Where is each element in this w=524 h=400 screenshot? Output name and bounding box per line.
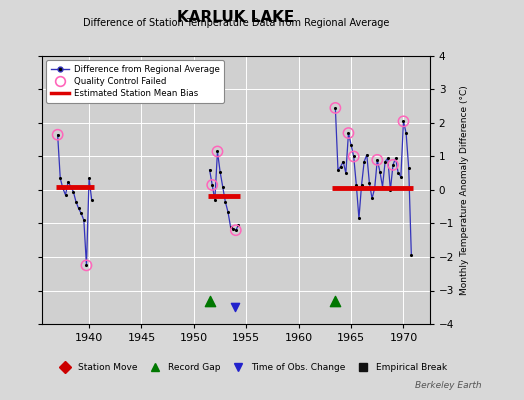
Legend: Station Move, Record Gap, Time of Obs. Change, Empirical Break: Station Move, Record Gap, Time of Obs. C…	[53, 361, 450, 375]
Point	[365, 180, 374, 186]
Point	[397, 173, 405, 180]
Point	[229, 225, 237, 232]
Text: Difference of Station Temperature Data from Regional Average: Difference of Station Temperature Data f…	[83, 18, 389, 28]
Point	[72, 198, 80, 205]
Point	[56, 175, 64, 182]
Point	[208, 182, 216, 188]
Point	[64, 178, 72, 185]
Legend: Difference from Regional Average, Quality Control Failed, Estimated Station Mean: Difference from Regional Average, Qualit…	[46, 60, 224, 103]
Text: Berkeley Earth: Berkeley Earth	[416, 381, 482, 390]
Point	[88, 197, 96, 203]
Point	[347, 142, 355, 148]
Point	[53, 132, 62, 138]
Point	[232, 227, 240, 233]
Point	[85, 175, 93, 182]
Point	[399, 118, 408, 124]
Point	[334, 167, 342, 173]
Point	[391, 155, 400, 161]
Point	[384, 155, 392, 161]
Point	[219, 184, 227, 190]
Point	[213, 148, 222, 155]
Point	[381, 158, 389, 165]
Point	[80, 217, 88, 223]
Point	[234, 222, 243, 228]
Point	[74, 205, 83, 212]
Point	[216, 168, 224, 175]
Point	[386, 187, 395, 193]
Point	[224, 208, 232, 215]
Point	[59, 185, 67, 192]
Point	[368, 195, 376, 202]
Point	[331, 297, 340, 304]
Point	[357, 182, 366, 188]
Point	[53, 132, 62, 138]
Point	[336, 163, 345, 170]
Point	[213, 148, 222, 155]
Point	[344, 130, 353, 136]
Point	[399, 118, 408, 124]
Point	[205, 297, 214, 304]
Point	[82, 262, 91, 268]
Point	[331, 105, 340, 111]
Point	[394, 170, 402, 176]
Point	[389, 162, 397, 168]
Point	[405, 165, 413, 172]
Point	[231, 304, 239, 310]
Point	[232, 227, 240, 233]
Point	[344, 130, 353, 136]
Point	[82, 262, 91, 268]
Point	[69, 188, 78, 195]
Point	[77, 210, 85, 217]
Point	[221, 198, 230, 205]
Point	[376, 168, 384, 175]
Point	[389, 162, 397, 168]
Point	[378, 184, 387, 190]
Point	[339, 158, 347, 165]
Point	[61, 192, 70, 198]
Point	[205, 167, 214, 173]
Point	[211, 197, 219, 203]
Point	[363, 152, 371, 158]
Point	[226, 224, 235, 230]
Point	[373, 157, 381, 163]
Point	[208, 182, 216, 188]
Point	[402, 130, 410, 136]
Point	[67, 184, 75, 190]
Point	[355, 215, 363, 222]
Point	[350, 153, 358, 160]
Point	[331, 105, 340, 111]
Text: KARLUK LAKE: KARLUK LAKE	[177, 10, 294, 25]
Point	[373, 157, 381, 163]
Point	[352, 182, 361, 188]
Point	[350, 153, 358, 160]
Point	[407, 252, 416, 258]
Point	[370, 185, 379, 192]
Y-axis label: Monthly Temperature Anomaly Difference (°C): Monthly Temperature Anomaly Difference (…	[460, 85, 468, 295]
Point	[360, 158, 368, 165]
Point	[342, 170, 350, 176]
